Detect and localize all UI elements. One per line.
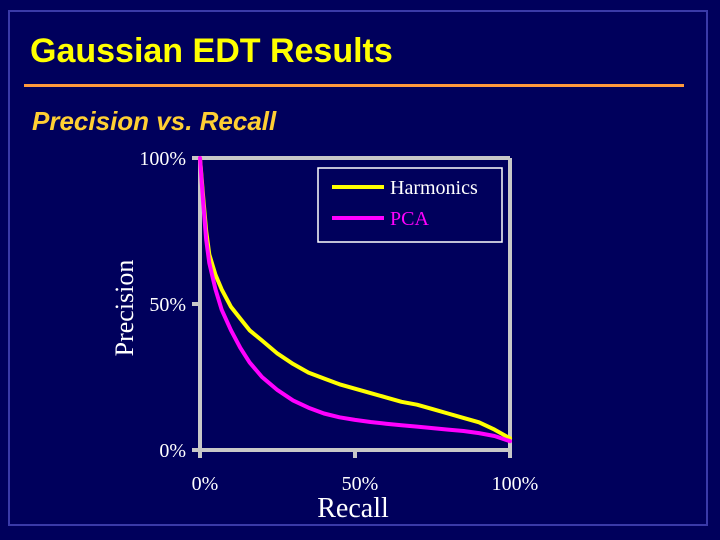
x-axis-label: Recall xyxy=(317,493,389,524)
y-tick-label: 0% xyxy=(159,440,186,462)
slide-title: Gaussian EDT Results xyxy=(30,32,393,70)
y-tick-label: 100% xyxy=(139,148,186,170)
chart-legend: Harmonics PCA xyxy=(317,167,503,243)
y-tick-label: 50% xyxy=(149,294,186,316)
series-line-harmonics xyxy=(198,156,512,441)
chart-labels: Precision Recall xyxy=(110,260,389,524)
x-tick-label: 0% xyxy=(192,473,219,495)
legend-label: PCA xyxy=(390,208,429,230)
x-tick-label: 50% xyxy=(342,473,379,495)
legend-label: Harmonics xyxy=(390,177,478,199)
chart-lines xyxy=(198,156,512,444)
legend-box xyxy=(317,167,503,243)
title-divider xyxy=(24,84,684,87)
y-axis-label: Precision xyxy=(110,260,139,357)
slide-subtitle: Precision vs. Recall xyxy=(32,106,277,136)
chart-axes: 0% 50% 100% 0% 50% 100% xyxy=(139,148,538,495)
slide-frame xyxy=(8,10,708,526)
x-tick-label: 100% xyxy=(492,473,539,495)
series-line-pca xyxy=(198,156,512,444)
